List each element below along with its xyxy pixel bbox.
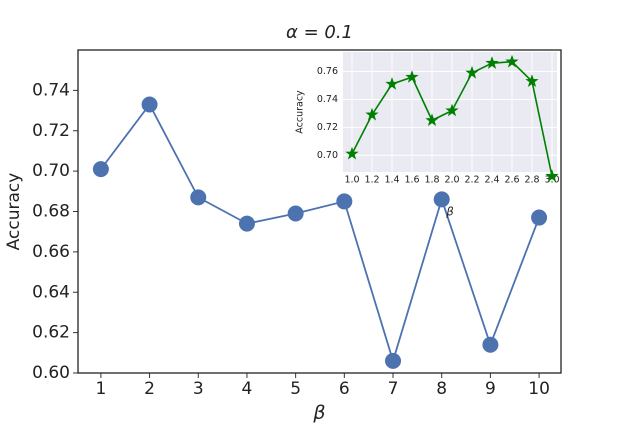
data-point: [238, 215, 255, 232]
x-tick-label: 1.2: [364, 175, 379, 186]
data-point: [287, 205, 304, 222]
data-point: [405, 70, 419, 83]
data-point: [336, 193, 353, 210]
data-point: [482, 336, 499, 353]
x-tick-label: 2.2: [464, 175, 479, 186]
x-tick-label: 1.6: [404, 175, 419, 186]
x-tick-label: 2.4: [484, 175, 499, 186]
data-line: [100, 102, 540, 364]
y-tick-label: 0.60: [32, 363, 70, 383]
y-tick-label: 0.74: [32, 80, 70, 100]
data-point: [385, 77, 399, 90]
x-tick-label: 3: [193, 379, 204, 399]
y-tick-label: 0.64: [32, 282, 70, 302]
x-tick-label: 2.8: [524, 175, 539, 186]
x-tick-label: 1.4: [384, 175, 399, 186]
data-point: [385, 352, 402, 369]
chart-title: α = 0.1: [286, 22, 353, 43]
x-tick-label: 6: [339, 379, 350, 399]
y-tick-label: 0.72: [32, 121, 70, 141]
y-tick-label: 0.74: [317, 94, 338, 105]
data-point: [505, 54, 519, 68]
x-tick-label: 5: [290, 379, 301, 399]
data-point: [531, 209, 548, 226]
y-tick-label: 0.66: [32, 242, 70, 262]
x-tick-label: 9: [485, 379, 496, 399]
x-tick-label: 10: [528, 379, 550, 399]
x-tick-label: 2.6: [504, 175, 519, 186]
y-axis-label: Accuracy: [295, 90, 306, 134]
y-tick-label: 0.70: [317, 150, 338, 161]
x-tick-label: 1: [95, 379, 106, 399]
y-tick-label: 0.76: [317, 66, 338, 77]
x-axis-label: β: [445, 205, 453, 219]
data-point: [141, 96, 158, 113]
data-point: [92, 161, 109, 178]
data-point: [365, 107, 379, 121]
data-point: [545, 169, 559, 182]
axes-frame: [77, 49, 562, 374]
x-tick-label: 8: [436, 379, 447, 399]
x-tick-label: 2.0: [444, 175, 459, 186]
y-tick-label: 0.62: [32, 323, 70, 343]
x-axis-label: β: [312, 402, 325, 424]
y-tick-label: 0.72: [317, 122, 338, 133]
data-point: [485, 56, 499, 69]
data-point: [425, 113, 439, 127]
x-tick-label: 1.0: [344, 175, 359, 186]
y-axis-label: Accuracy: [4, 173, 24, 251]
x-tick-label: 4: [242, 379, 253, 399]
data-point: [433, 191, 450, 208]
data-point: [525, 74, 539, 87]
data-point: [345, 146, 359, 160]
x-tick-label: 3.0: [544, 175, 559, 186]
x-tick-label: 1.8: [424, 175, 439, 186]
data-point: [445, 103, 459, 117]
x-tick-label: 2: [144, 379, 155, 399]
y-tick-label: 0.68: [32, 202, 70, 222]
data-point: [190, 189, 207, 206]
data-point: [465, 65, 479, 79]
y-tick-label: 0.70: [32, 161, 70, 181]
x-tick-label: 7: [388, 379, 399, 399]
